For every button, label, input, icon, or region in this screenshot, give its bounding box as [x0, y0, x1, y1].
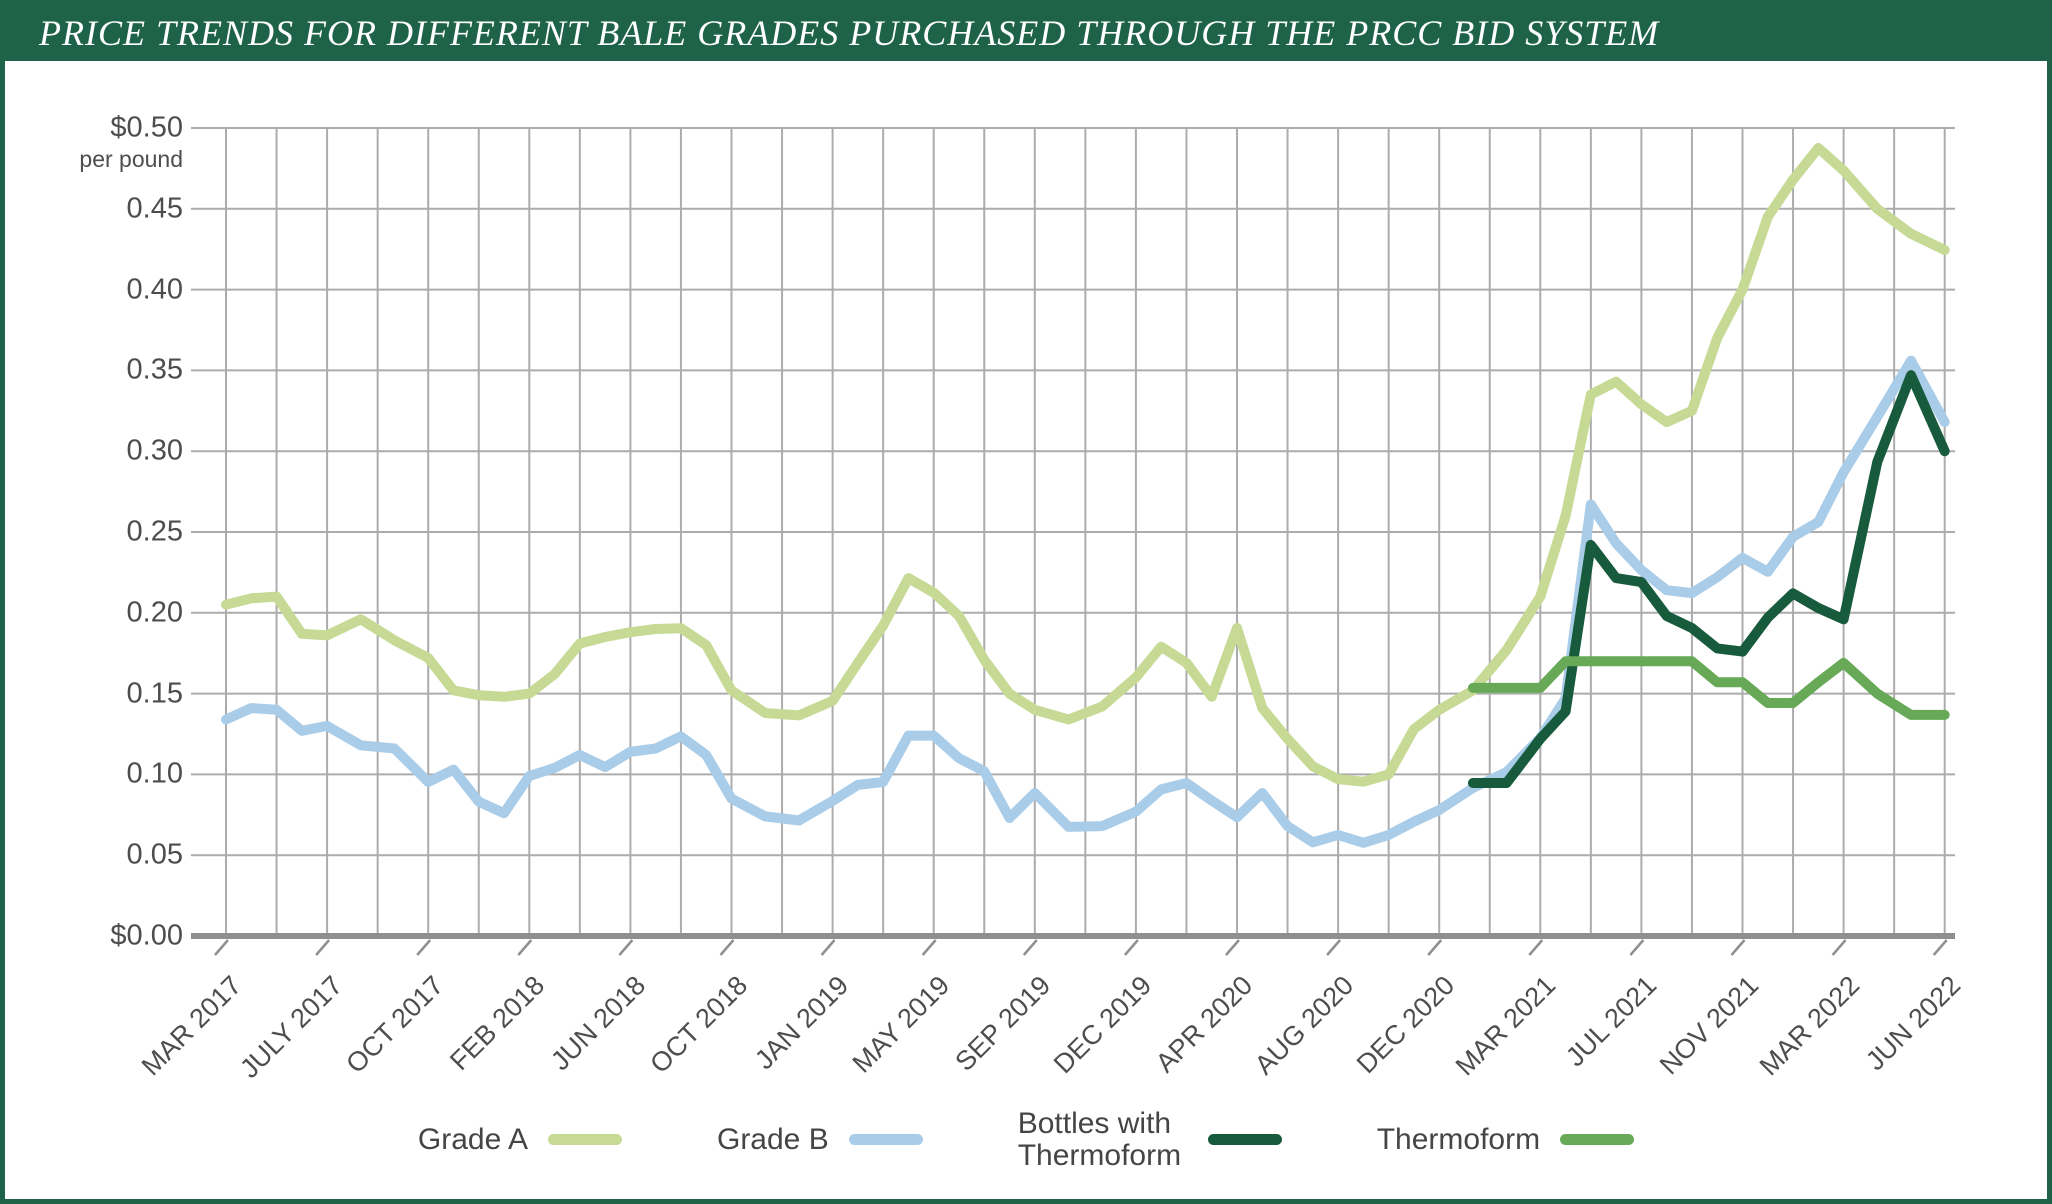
series-line-grade-b [221, 355, 1950, 848]
x-tick-mark [1225, 939, 1240, 956]
x-tick-mark [719, 939, 735, 956]
y-axis-unit-label: per pound [79, 146, 183, 172]
y-tick-label: 0.25 [126, 515, 183, 548]
plot-area [191, 127, 1955, 956]
legend: Grade A Grade B Bottles with Thermoform The… [5, 1108, 2047, 1171]
y-tick-label: 0.10 [126, 757, 183, 790]
legend-item-thermoform: Thermoform [1376, 1122, 1635, 1156]
y-tick-label: 0.45 [126, 192, 183, 225]
x-tick-mark [517, 939, 533, 956]
x-tick-mark [1326, 939, 1342, 956]
x-tick-mark [921, 939, 937, 956]
legend-item-grade-b: Grade B [717, 1124, 923, 1156]
x-tick-mark [1528, 939, 1544, 956]
legend-swatch [547, 1134, 622, 1145]
page-title: PRICE TRENDS FOR DIFFERENT BALE GRADES P… [39, 13, 1660, 53]
x-tick-mark [1730, 939, 1746, 956]
x-tick-mark [1123, 939, 1139, 956]
x-tick-mark [1022, 939, 1038, 956]
legend-label: Thermoform [1376, 1122, 1541, 1156]
y-tick-label: 0.35 [126, 353, 183, 386]
legend-swatch [1560, 1134, 1635, 1145]
legend-item-grade-a: Grade A [418, 1124, 622, 1156]
y-tick-label: 0.15 [126, 677, 183, 710]
legend-item-bottles-with-thermoform: Bottles with Thermoform [1018, 1108, 1282, 1171]
series-line-grade-a [221, 143, 1950, 787]
x-tick-mark [1831, 939, 1847, 956]
x-tick-mark [820, 939, 836, 956]
series-line-thermoform [1467, 656, 1950, 720]
y-tick-label: 0.30 [126, 434, 183, 467]
x-tick-mark [214, 939, 229, 956]
legend-swatch [1207, 1134, 1282, 1145]
x-tick-mark [618, 939, 634, 956]
y-tick-label: 0.20 [126, 596, 183, 629]
legend-label: Grade A [417, 1122, 528, 1156]
x-tick-mark [315, 939, 331, 956]
series-line-bottles-with-thermoform [1467, 370, 1950, 788]
legend-label: Grade B [716, 1122, 829, 1156]
x-tick-mark [1629, 939, 1645, 956]
legend-swatch [848, 1134, 923, 1145]
x-tick-mark [416, 939, 432, 956]
x-tick-mark [1932, 939, 1948, 956]
legend-label: Bottles with Thermoform [1017, 1107, 1182, 1172]
title-bar: PRICE TRENDS FOR DIFFERENT BALE GRADES P… [5, 5, 2047, 61]
y-tick-label: $0.50 [110, 111, 183, 144]
y-tick-label: 0.40 [126, 273, 183, 306]
y-tick-label: 0.05 [126, 838, 183, 871]
price-trends-chart: $0.50 per pound 0.45 0.40 0.35 0.30 0.25 0.20 0.… [5, 5, 2047, 1199]
y-tick-label: $0.00 [110, 919, 183, 952]
x-tick-mark [1427, 939, 1443, 956]
